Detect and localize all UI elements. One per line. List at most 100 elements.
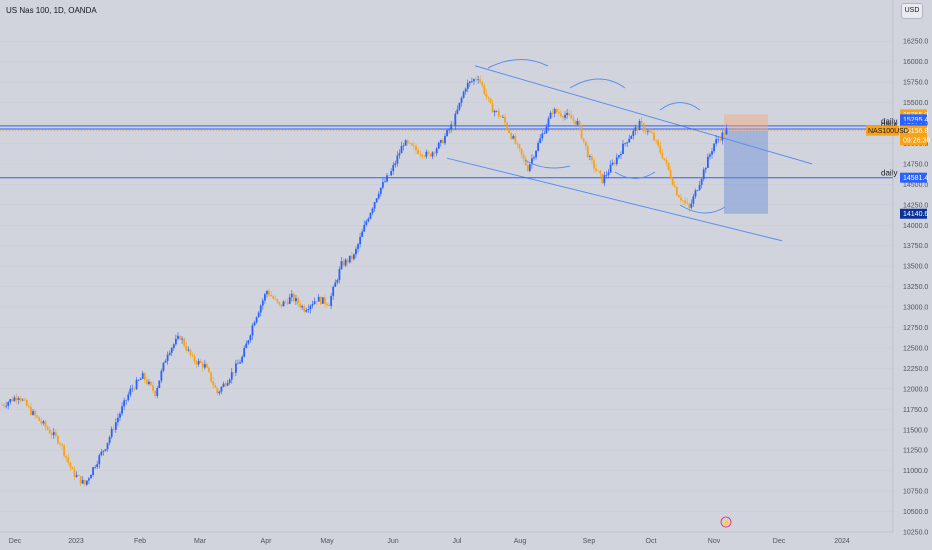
candle-body	[570, 115, 573, 119]
price-label-badge	[900, 135, 927, 146]
candle-body	[568, 112, 571, 116]
candle-body	[450, 124, 453, 130]
candle-body	[477, 79, 479, 80]
price-tick-label: 10250.0	[903, 530, 928, 537]
candle-body	[549, 112, 552, 119]
candle-body	[464, 88, 467, 92]
candle-body	[237, 363, 239, 365]
candle-body	[214, 385, 217, 388]
candle-body	[21, 399, 24, 401]
candle-body	[154, 390, 157, 396]
price-tick-label: 11000.0	[903, 468, 928, 475]
candle-body	[28, 405, 30, 408]
candle-body	[340, 261, 343, 270]
candle-body	[528, 164, 531, 171]
candle-body	[390, 171, 393, 176]
candle-body	[377, 193, 380, 199]
candle-body	[100, 451, 103, 456]
candle-body	[315, 301, 318, 302]
candle-body	[624, 143, 626, 144]
candle-body	[653, 133, 655, 141]
candle-body	[611, 162, 614, 165]
candle-body	[446, 130, 448, 137]
trend-channel	[446, 65, 813, 242]
currency-button[interactable]: USD	[901, 3, 923, 19]
candle-body	[110, 428, 113, 438]
candle-body	[245, 343, 248, 349]
candle-body	[15, 397, 18, 400]
candle-body	[266, 290, 268, 295]
candle-body	[437, 142, 440, 149]
candle-body	[158, 380, 161, 388]
candle-body	[197, 360, 200, 365]
price-tick-label: 10750.0	[903, 489, 928, 496]
candle-body	[313, 301, 316, 305]
candle-body	[44, 421, 47, 428]
price-tick-label: 13000.0	[903, 305, 928, 312]
candle-body	[199, 360, 202, 363]
price-tick-label: 11250.0	[903, 448, 928, 455]
symbol-label-badge	[866, 125, 899, 136]
candle-body	[208, 367, 210, 373]
candle-body	[143, 373, 146, 381]
candle-body	[353, 254, 355, 260]
candle-body	[636, 127, 639, 130]
time-tick-label: Mar	[194, 538, 207, 545]
price-label-text: 09:26:36	[903, 138, 930, 145]
candle-body	[328, 305, 330, 306]
candle-body	[81, 480, 84, 484]
candle-body	[334, 282, 337, 287]
candle-body	[415, 146, 417, 151]
candle-body	[673, 185, 676, 187]
candle-body	[408, 142, 411, 144]
candle-body	[193, 356, 196, 362]
price-label-badge	[900, 208, 927, 219]
price-label-badge	[900, 172, 927, 183]
time-tick-label: Apr	[261, 538, 273, 545]
candle-body	[346, 259, 349, 263]
candle-body	[460, 97, 463, 103]
candle-body	[224, 383, 227, 386]
candle-body	[63, 445, 65, 456]
candle-body	[555, 109, 558, 113]
candle-body	[216, 387, 219, 394]
candle-body	[518, 143, 521, 149]
price-tick-label: 13250.0	[903, 284, 928, 291]
candle-body	[299, 303, 301, 308]
candle-body	[410, 143, 413, 146]
candle-body	[185, 345, 188, 351]
candle-body	[669, 170, 672, 179]
candle-body	[65, 455, 68, 458]
candle-body	[348, 255, 351, 263]
time-tick-label: 2024	[834, 538, 850, 545]
candle-body	[721, 132, 724, 141]
candle-body	[435, 148, 438, 154]
candle-body	[680, 197, 682, 201]
candle-body	[104, 449, 107, 451]
candle-body	[690, 203, 693, 208]
candle-body	[551, 112, 554, 114]
price-tick-label: 16000.0	[903, 59, 928, 66]
level-label: daily	[881, 117, 897, 126]
candle-body	[514, 135, 517, 144]
candle-body	[201, 362, 204, 368]
time-tick-label: Dec	[773, 538, 786, 545]
time-tick-label: Jul	[453, 538, 462, 545]
candle-body	[9, 399, 12, 403]
candle-body	[34, 411, 37, 416]
candle-body	[373, 202, 376, 209]
candle-body	[719, 139, 722, 141]
candle-body	[282, 301, 285, 307]
candle-body	[638, 121, 641, 130]
stop-zone	[724, 130, 768, 214]
event-marker-icon	[720, 516, 732, 528]
candle-body	[232, 372, 235, 373]
candle-body	[276, 298, 279, 302]
candle-body	[711, 151, 713, 155]
time-tick-label: Oct	[646, 538, 657, 545]
candle-body	[535, 150, 537, 158]
price-label-text: 15156.8	[903, 128, 928, 135]
candle-body	[148, 381, 150, 385]
candle-body	[406, 140, 409, 143]
